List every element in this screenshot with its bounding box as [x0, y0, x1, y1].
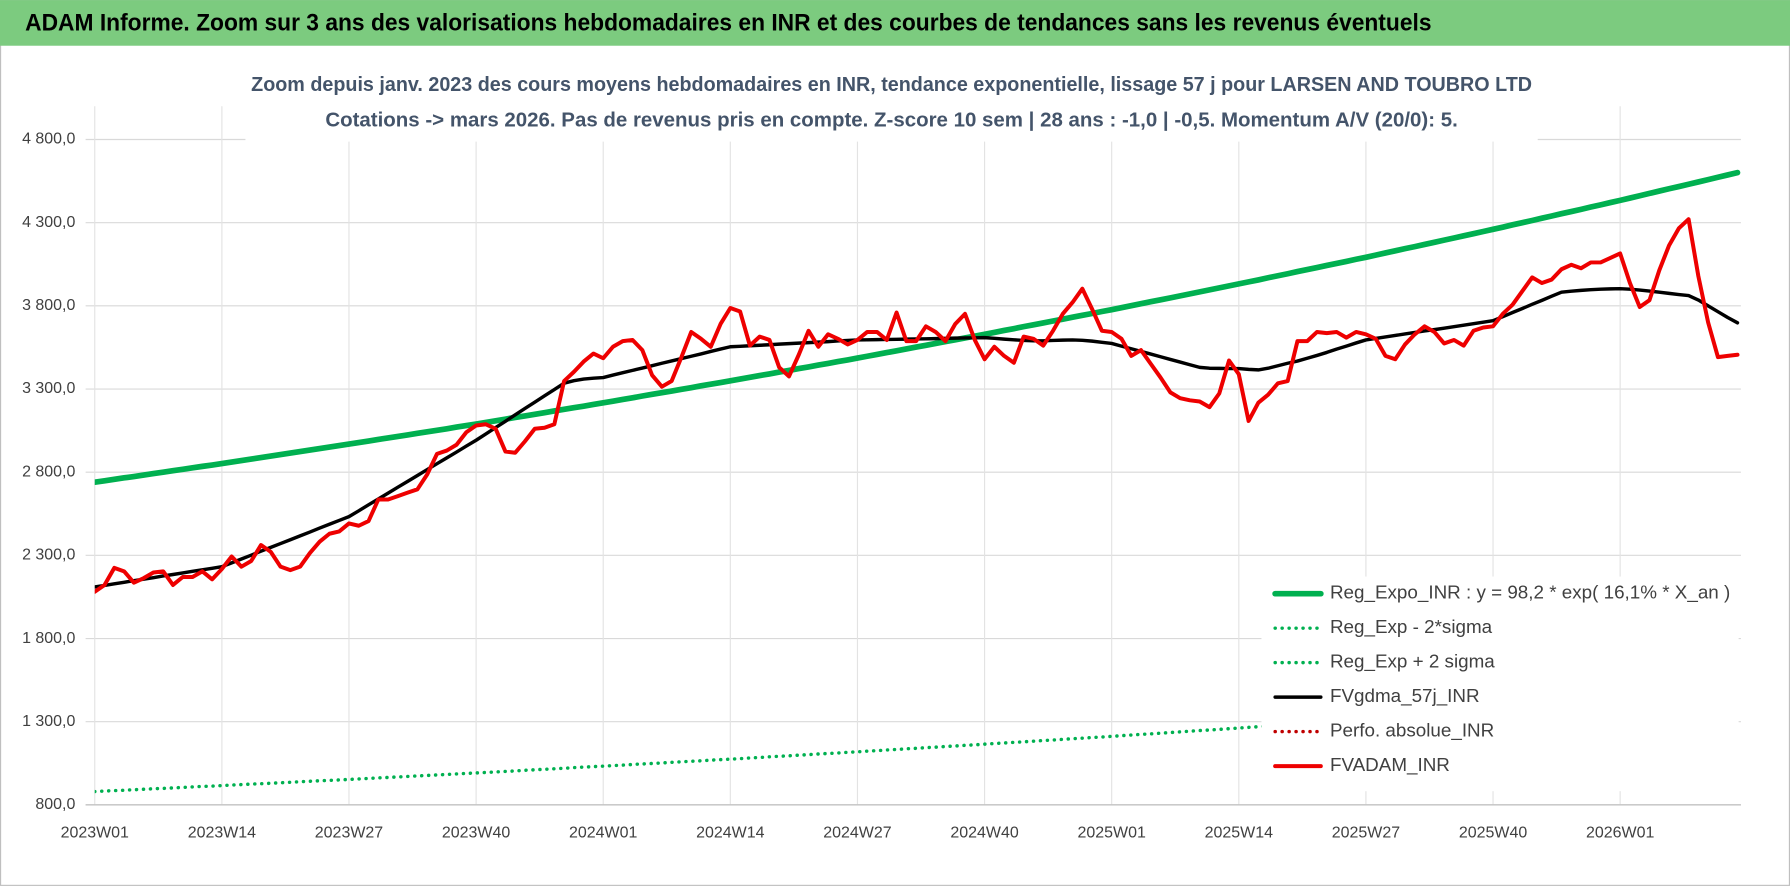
legend-label: Reg_Expo_INR : y = 98,2 * exp( 16,1% * X…: [1330, 582, 1730, 604]
legend: Reg_Expo_INR : y = 98,2 * exp( 16,1% * X…: [1261, 576, 1739, 792]
subtitle-line: Zoom depuis janv. 2023 des cours moyens …: [251, 73, 1532, 96]
legend-box: [1261, 576, 1739, 792]
legend-label: FVgdma_57j_INR: [1330, 685, 1480, 707]
x-tick-label: 2025W40: [1459, 825, 1527, 842]
legend-label: FVADAM_INR: [1330, 754, 1450, 776]
y-tick-label: 800,0: [35, 796, 75, 813]
x-tick-label: 2023W27: [315, 825, 383, 842]
subtitle-line: Cotations -> mars 2026. Pas de revenus p…: [325, 108, 1457, 131]
legend-label: Reg_Exp - 2*sigma: [1330, 616, 1493, 638]
y-tick-label: 1 300,0: [22, 713, 75, 730]
y-tick-label: 1 800,0: [22, 630, 75, 647]
series-line: [94, 169, 1741, 486]
x-tick-label: 2024W14: [696, 825, 764, 842]
x-tick-label: 2024W27: [823, 825, 891, 842]
title-banner: [0, 0, 1790, 46]
x-tick-label: 2024W40: [950, 825, 1018, 842]
legend-label: Reg_Exp + 2 sigma: [1330, 651, 1495, 673]
x-tick-label: 2023W14: [188, 825, 256, 842]
x-tick-label: 2023W40: [442, 825, 510, 842]
chart-title: ADAM Informe. Zoom sur 3 ans des valoris…: [25, 9, 1431, 36]
x-tick-label: 2025W14: [1205, 825, 1273, 842]
axes: 800,0 1 300,0 1 800,0 2 300,0 2 800,0 3 300,0…: [22, 131, 1741, 842]
x-tick-label: 2026W01: [1586, 825, 1654, 842]
x-tick-label: 2023W01: [61, 825, 129, 842]
y-tick-label: 4 800,0: [22, 131, 75, 148]
y-tick-label: 3 800,0: [22, 297, 75, 314]
x-tick-label: 2025W01: [1078, 825, 1146, 842]
y-tick-label: 2 300,0: [22, 547, 75, 564]
x-tick-label: 2024W01: [569, 825, 637, 842]
subtitle-box: [245, 66, 1538, 142]
legend-label: Perfo. absolue_INR: [1330, 720, 1494, 742]
y-tick-label: 4 300,0: [22, 214, 75, 231]
x-tick-label: 2025W27: [1332, 825, 1400, 842]
y-tick-label: 2 800,0: [22, 463, 75, 480]
series-line: [94, 217, 1740, 594]
y-tick-label: 3 300,0: [22, 380, 75, 397]
